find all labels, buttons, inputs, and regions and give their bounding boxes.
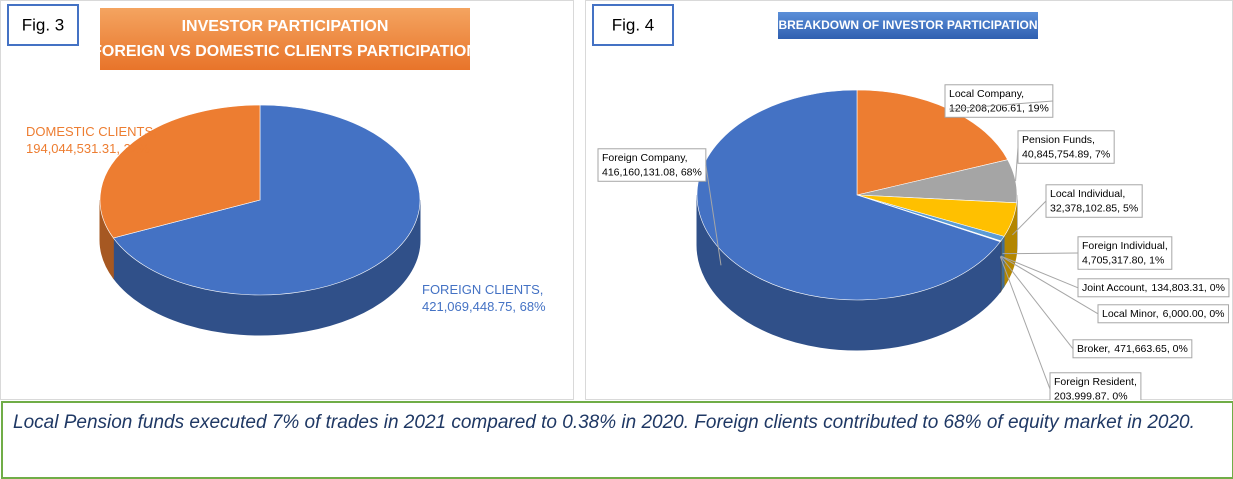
value-label: 134,803.31, 0% (1151, 282, 1225, 294)
data-label: Local Individual, 32,378,102.85, 5% (1012, 185, 1142, 235)
leader-line (1000, 257, 1050, 389)
category-label: Local Minor, (1102, 308, 1159, 320)
data-label: Local Company,120,208,206.61, 19% (945, 85, 1053, 118)
value-label: 421,069,448.75, 68% (422, 299, 546, 314)
data-label-text: Joint Account, 134,803.31, 0% (1082, 282, 1225, 294)
category-label: DOMESTIC CLIENTS, (26, 124, 157, 139)
category-label: Broker, (1077, 343, 1110, 355)
value-label: 6,000.00, 0% (1163, 308, 1225, 320)
value-label: 194,044,531.31, 32% (26, 141, 150, 156)
category-label: Joint Account, (1082, 282, 1147, 294)
category-label: Foreign Individual, (1082, 240, 1168, 252)
fig-label: Fig. 3 (22, 15, 65, 34)
data-label-text: FOREIGN CLIENTS, 421,069,448.75, 68% (422, 282, 546, 314)
caption: Local Pension funds executed 7% of trade… (1, 401, 1233, 479)
value-label: 203,999.87, 0% (1054, 390, 1128, 400)
category-label: Local Company, (949, 88, 1024, 100)
value-label: 416,160,131.08, 68% (602, 166, 702, 178)
category-label: Local Individual, (1050, 188, 1125, 200)
leader-line (1002, 253, 1078, 254)
category-label: FOREIGN CLIENTS, (422, 282, 543, 297)
chart-title: INVESTOR PARTICIPATION (182, 18, 389, 35)
value-label: 4,705,317.80, 1% (1082, 254, 1164, 266)
data-label: Pension Funds, 40,845,754.89, 7% (1016, 131, 1115, 181)
charts: Fig. 3 INVESTOR PARTICIPATION (FOREIGN V… (0, 0, 1233, 400)
chart-title: BREAKDOWN OF INVESTOR PARTICIPATION (778, 18, 1037, 32)
data-label-text: Broker, 471,663.65, 0% (1077, 343, 1188, 355)
chart-subtitle: (FOREIGN VS DOMESTIC CLIENTS PARTICIPATI… (87, 43, 483, 60)
fig-label: Fig. 4 (612, 15, 655, 34)
value-label: 40,845,754.89, 7% (1022, 148, 1110, 160)
category-label: Foreign Company, (602, 152, 688, 164)
value-label: 471,663.65, 0% (1114, 343, 1188, 355)
category-label: Foreign Resident, (1054, 376, 1137, 388)
data-label: FOREIGN CLIENTS, 421,069,448.75, 68% (422, 282, 546, 314)
leader-line (1001, 256, 1073, 348)
data-label: Foreign Resident, 203,999.87, 0% (1000, 257, 1141, 400)
value-label: 32,378,102.85, 5% (1050, 202, 1138, 214)
leader-line (1016, 147, 1018, 181)
data-label: Foreign Individual, 4,705,317.80, 1% (1002, 237, 1171, 270)
data-label-text: Local Minor, 6,000.00, 0% (1102, 308, 1225, 320)
category-label: Pension Funds, (1022, 134, 1095, 146)
